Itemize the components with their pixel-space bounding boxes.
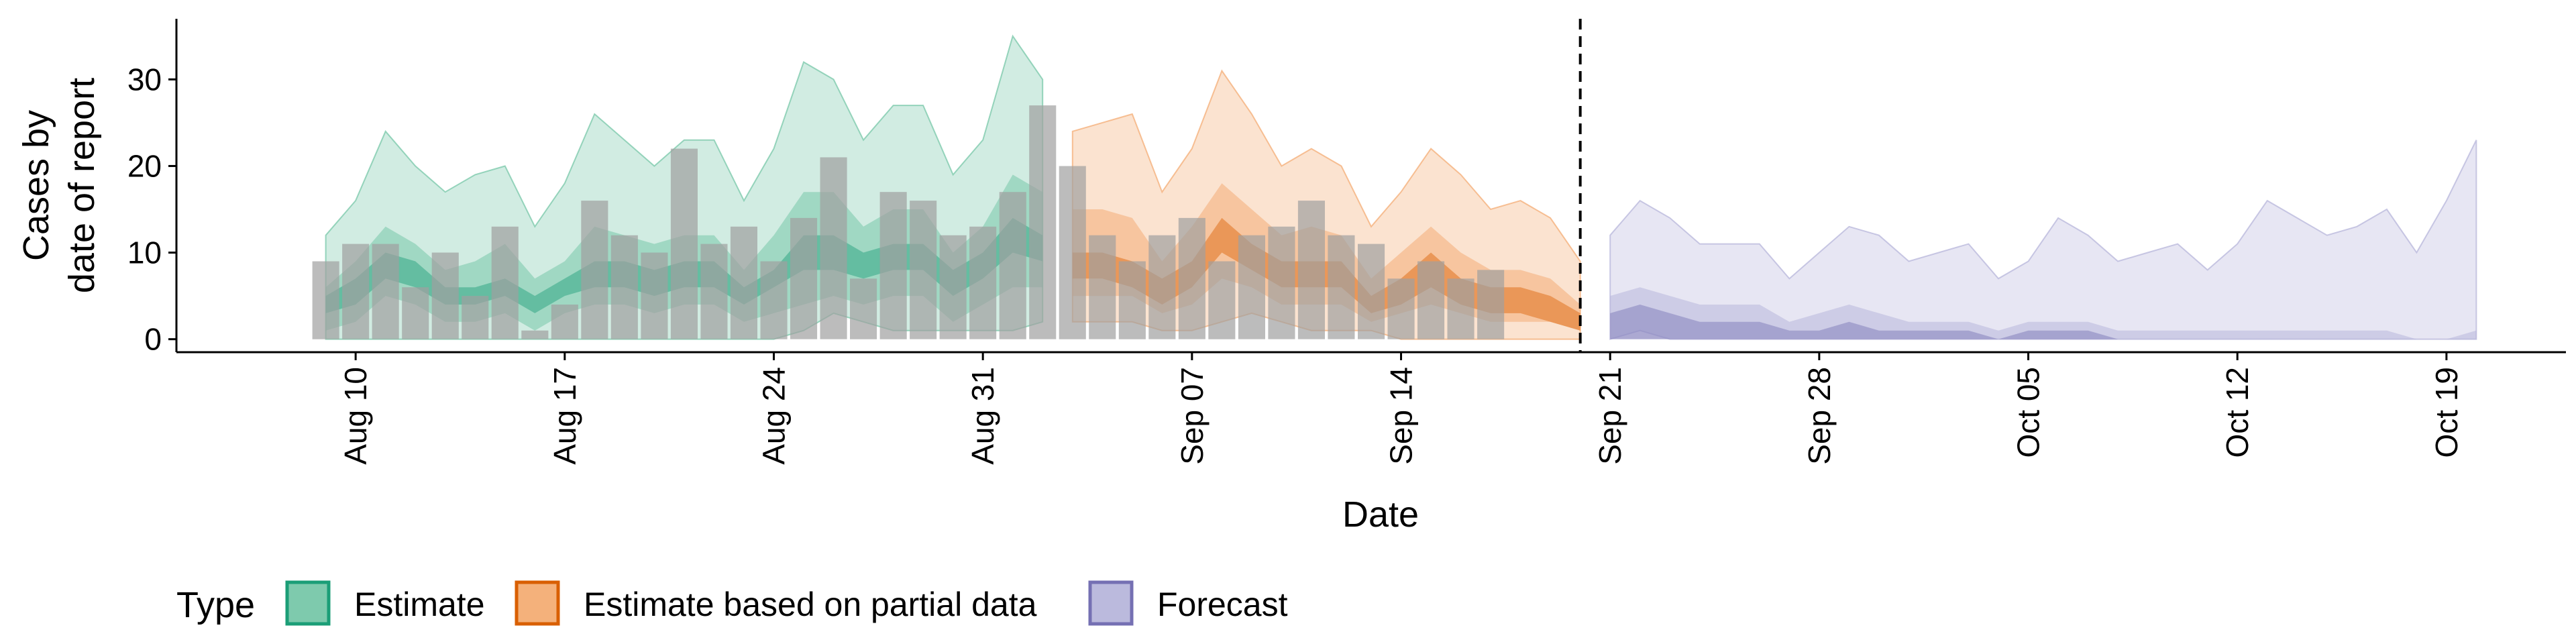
x-tick-label: Sep 21 — [1593, 367, 1627, 465]
x-tick-label: Aug 10 — [338, 367, 373, 465]
case-bar — [1417, 261, 1445, 339]
case-bar — [1178, 217, 1205, 339]
x-axis-title: Date — [1342, 494, 1419, 535]
x-tick-label: Oct 12 — [2220, 367, 2255, 458]
case-bar — [1477, 270, 1505, 339]
case-bar — [1059, 166, 1086, 339]
plot-area — [312, 19, 2477, 352]
case-bar — [670, 148, 698, 339]
legend-swatch-0 — [285, 580, 331, 626]
case-bar — [610, 235, 638, 339]
case-bar — [521, 330, 549, 339]
y-tick-label: 0 — [144, 322, 162, 357]
x-tick-label: Sep 07 — [1175, 367, 1210, 465]
case-bar — [1118, 261, 1146, 339]
x-tick-label: Aug 31 — [965, 367, 1000, 465]
case-bar — [790, 217, 818, 339]
reported-cases-bars — [312, 105, 1505, 339]
case-bar — [1238, 235, 1265, 339]
x-tick-label: Oct 05 — [2011, 367, 2046, 458]
axes: 0 10 20 30 Aug 10 Aug 17 Aug 24 Aug 31 Sep 07 Sep… — [16, 19, 2566, 535]
case-bar — [342, 244, 370, 339]
legend-label-0: Estimate — [354, 586, 485, 623]
case-bar — [879, 192, 907, 339]
legend-title: Type — [176, 585, 255, 625]
y-axis-title-line-1: Cases by — [16, 110, 56, 261]
case-bar — [1148, 235, 1176, 339]
case-bar — [1297, 201, 1325, 339]
legend: Type Estimate Estimate based on partial da… — [176, 580, 1288, 626]
case-bar — [760, 261, 788, 339]
case-bar — [1328, 235, 1355, 339]
case-bar — [1208, 261, 1236, 339]
y-axis-title-line-2: date of report — [62, 78, 102, 293]
case-bar — [1029, 105, 1057, 339]
legend-label-1: Estimate based on partial data — [584, 586, 1037, 623]
x-tick-label: Aug 24 — [757, 367, 792, 465]
case-bar — [402, 287, 429, 339]
case-bar — [820, 157, 847, 339]
case-bar — [1387, 278, 1415, 339]
case-bar — [1089, 235, 1116, 339]
case-bar — [999, 192, 1026, 339]
band-20-1 — [1072, 217, 1580, 331]
case-bar — [581, 201, 608, 339]
case-bar — [372, 244, 399, 339]
case-bar — [939, 235, 967, 339]
legend-swatch-2 — [1088, 580, 1134, 626]
y-tick-label: 20 — [127, 148, 162, 183]
case-bar — [1358, 244, 1385, 339]
case-bar — [551, 305, 578, 339]
band-20-2 — [1610, 305, 2477, 339]
x-tick-label: Oct 19 — [2429, 367, 2464, 458]
case-bar — [491, 226, 519, 339]
case-bar — [969, 226, 997, 339]
band-50-2 — [1610, 287, 2477, 339]
case-bar — [641, 252, 668, 339]
case-bar — [910, 201, 937, 339]
case-bar — [431, 252, 459, 339]
legend-label-2: Forecast — [1157, 586, 1288, 623]
case-bar — [312, 261, 339, 339]
x-tick-label: Sep 14 — [1384, 367, 1419, 465]
case-bar — [1447, 278, 1474, 339]
case-bar — [700, 244, 728, 339]
case-bar — [462, 296, 489, 339]
x-tick-label: Sep 28 — [1802, 367, 1837, 465]
y-axis-title: Cases by date of report — [16, 78, 102, 293]
y-tick-label: 30 — [127, 62, 162, 97]
x-tick-label: Aug 17 — [547, 367, 582, 465]
y-tick-label: 10 — [127, 235, 162, 270]
series-2 — [1609, 140, 2477, 340]
legend-swatch-1 — [515, 580, 560, 626]
case-bar — [850, 278, 877, 339]
case-bar — [730, 226, 757, 339]
case-bar — [1268, 226, 1295, 339]
